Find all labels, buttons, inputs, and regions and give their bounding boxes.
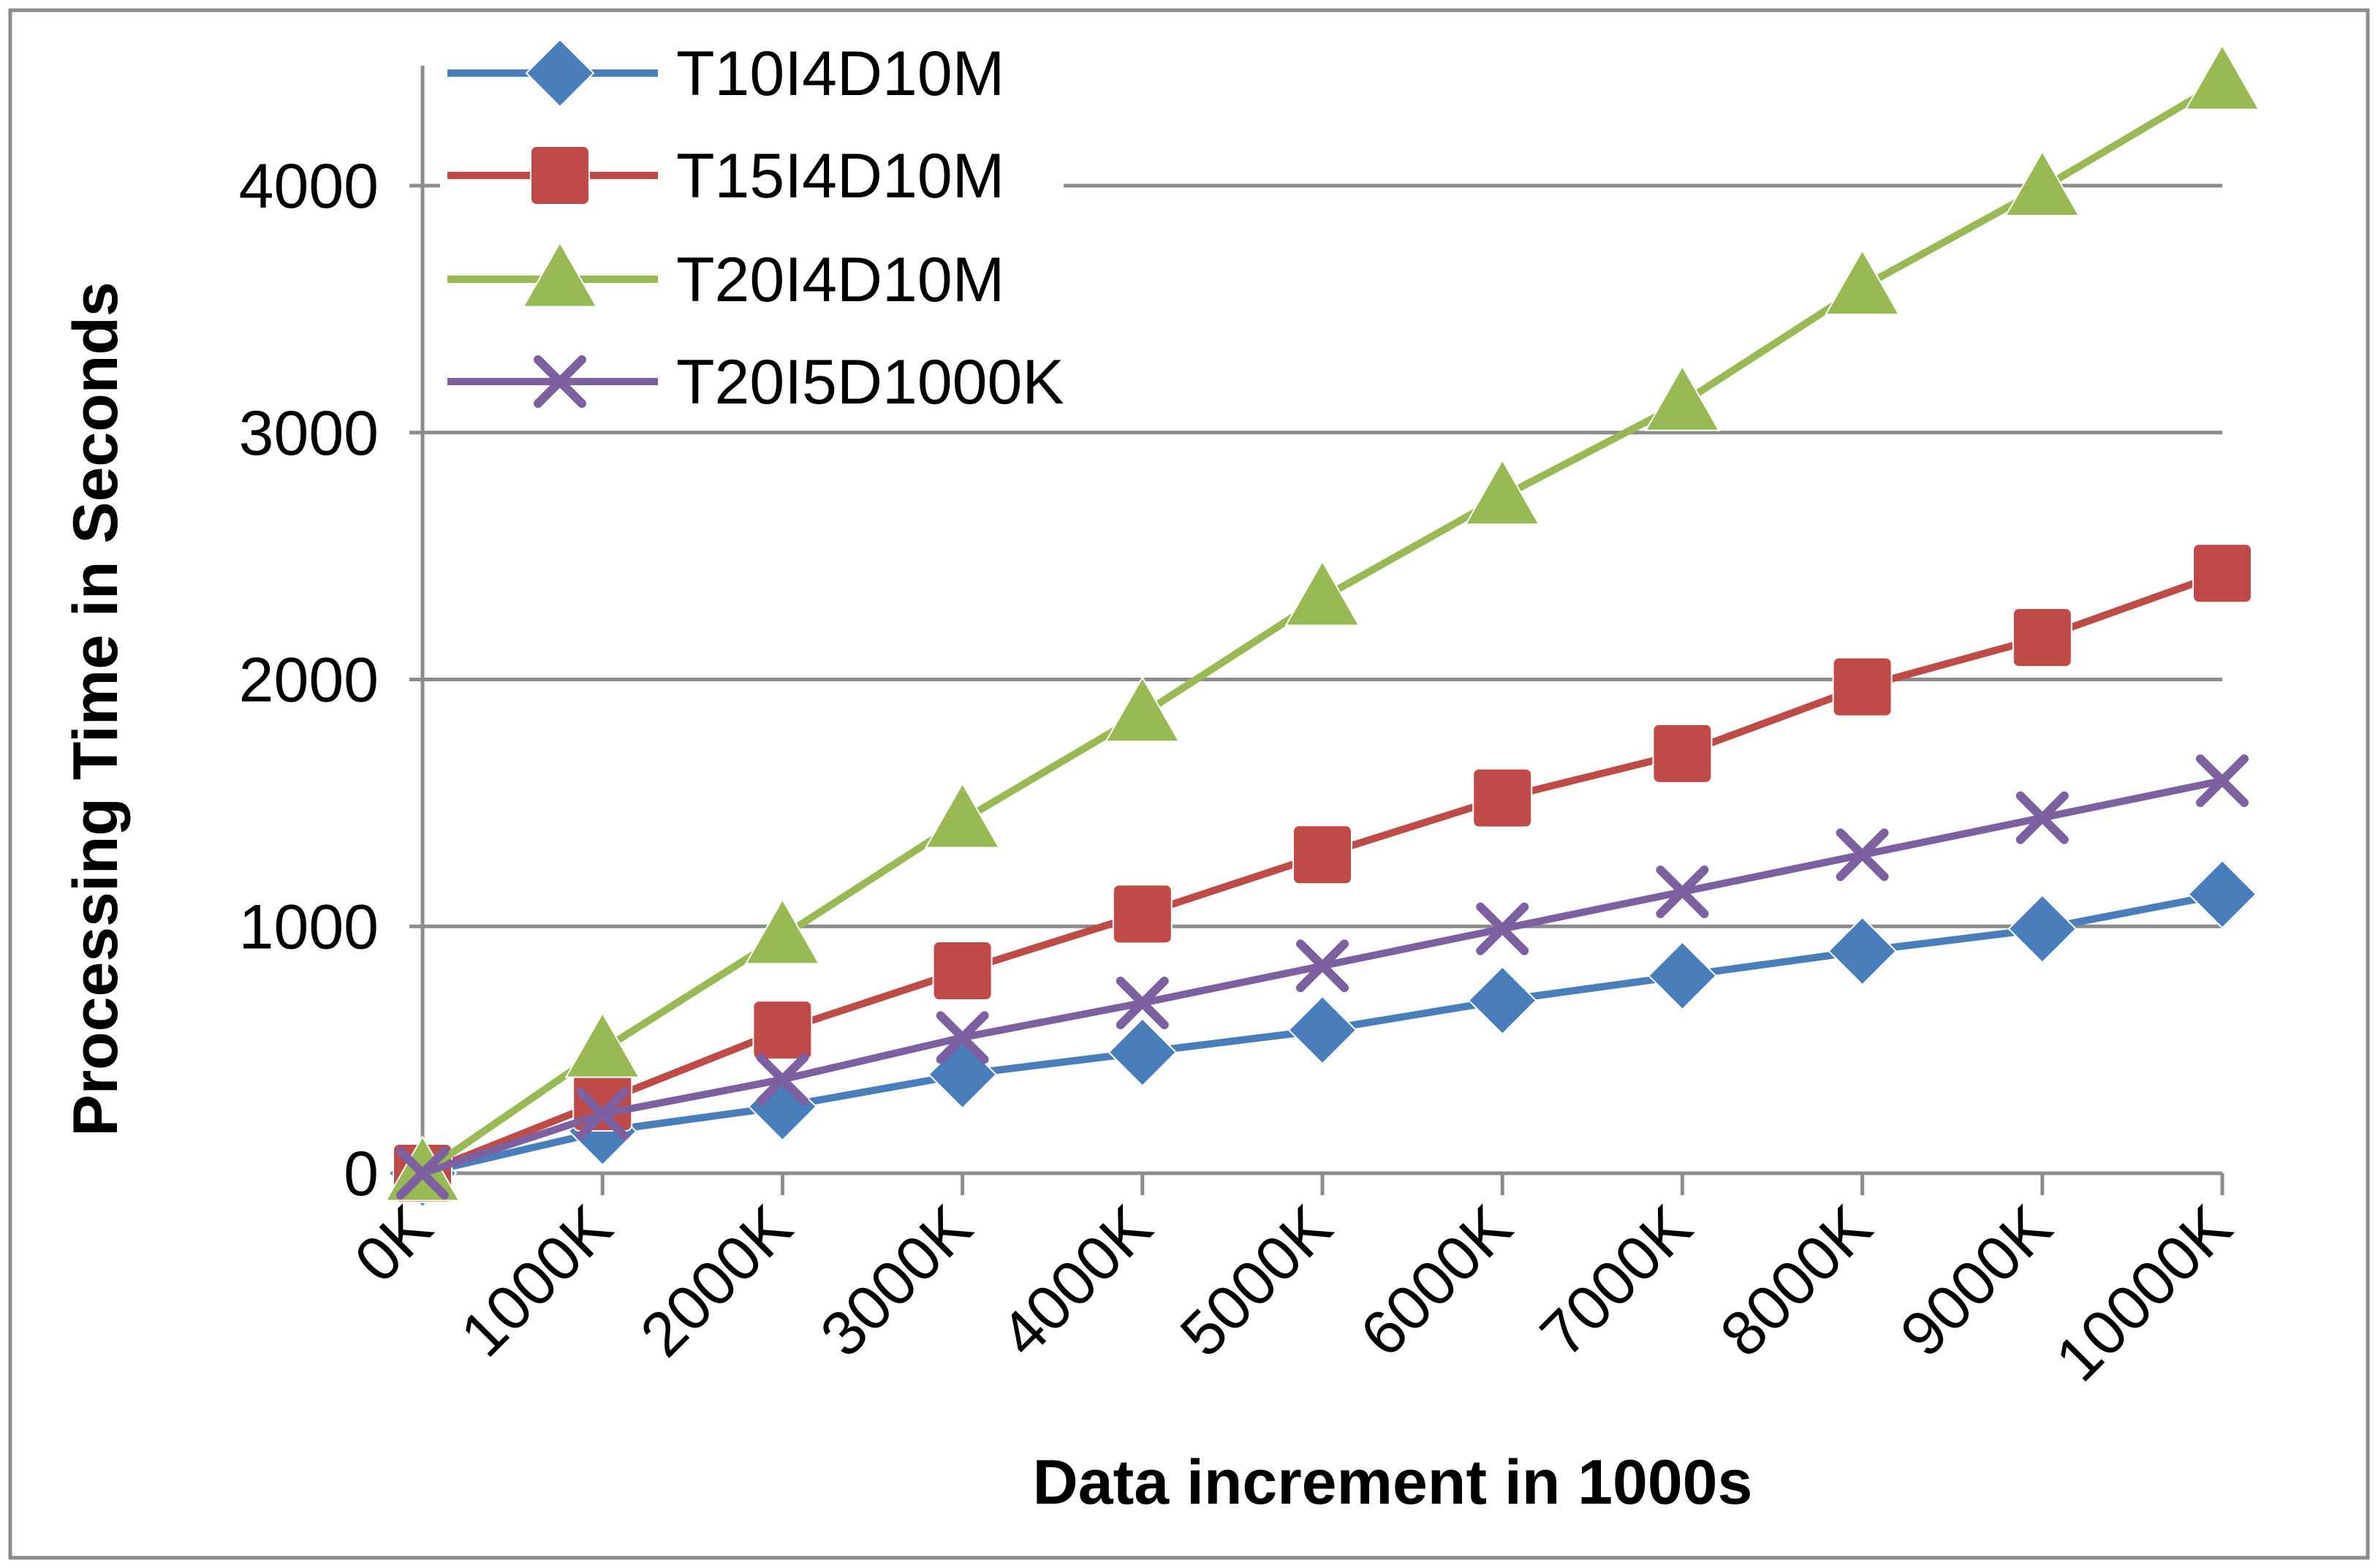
- legend-marker: [525, 38, 595, 108]
- data-point: [1832, 656, 1893, 717]
- series-T15I4D10M: [393, 543, 2252, 1203]
- data-point: [2012, 607, 2072, 668]
- data-point: [1292, 825, 1352, 885]
- data-point: [576, 1087, 629, 1140]
- data-point: [1284, 560, 1360, 626]
- data-point: [1824, 249, 1901, 315]
- data-point: [924, 782, 1001, 849]
- chart-border: [8, 8, 2370, 1560]
- legend-item-T20I5D1000K: T20I5D1000K: [440, 338, 1064, 425]
- y-tick-label: 2000: [239, 645, 379, 716]
- data-point: [1836, 828, 1889, 882]
- data-point: [1656, 865, 1709, 918]
- data-point: [1828, 916, 1898, 986]
- legend-label: T20I5D1000K: [676, 347, 1064, 417]
- legend-item-T10I4D10M: T10I4D10M: [440, 29, 1064, 117]
- data-point: [1467, 966, 1537, 1035]
- data-point: [396, 1147, 449, 1200]
- legend: T10I4D10M T15I4D10M T20I4D10M T20I5D1000K: [440, 29, 1064, 425]
- data-point: [744, 898, 821, 965]
- data-point: [752, 1000, 813, 1061]
- data-point: [936, 1011, 989, 1064]
- data-point: [1112, 884, 1173, 944]
- legend-marker: [522, 240, 598, 308]
- data-point: [2015, 791, 2069, 844]
- data-point: [1476, 902, 1529, 955]
- data-point: [1647, 941, 1717, 1011]
- data-point: [2184, 44, 2260, 110]
- data-point: [1464, 458, 1540, 526]
- data-point: [1107, 1018, 1178, 1087]
- data-point: [2196, 754, 2249, 807]
- y-tick-label: 3000: [239, 398, 379, 469]
- legend-marker: [534, 355, 586, 408]
- data-point: [2007, 894, 2078, 964]
- data-point: [1296, 939, 1349, 993]
- data-point: [2004, 150, 2080, 216]
- y-tick-label: 1000: [239, 892, 379, 962]
- x-axis-title: Data increment in 1000s: [1033, 1447, 1753, 1518]
- legend-label: T20I4D10M: [676, 245, 1004, 315]
- data-point: [2192, 543, 2252, 604]
- data-point: [1472, 768, 1533, 828]
- gridlines: [423, 183, 2222, 928]
- data-point: [1644, 365, 1721, 431]
- legend-label: T15I4D10M: [676, 141, 1004, 211]
- data-point: [1105, 675, 1181, 743]
- legend-label: T10I4D10M: [676, 39, 1004, 109]
- legend-item-T20I4D10M: T20I4D10M: [440, 235, 1064, 323]
- data-point: [756, 1053, 809, 1106]
- data-point: [1652, 723, 1713, 784]
- legend-marker: [530, 145, 590, 205]
- legend-item-T15I4D10M: T15I4D10M: [440, 132, 1064, 219]
- data-point: [564, 1012, 640, 1078]
- data-point: [1287, 995, 1357, 1065]
- data-point: [747, 1072, 817, 1142]
- y-axis-title: Processing Time in Seconds: [61, 281, 131, 1136]
- series-T20I4D10M: [385, 44, 2260, 1202]
- data-point: [932, 941, 993, 1001]
- y-tick-label: 4000: [239, 151, 379, 221]
- data-point: [1116, 976, 1169, 1029]
- series: [385, 44, 2260, 1208]
- series-T20I5D1000K: [396, 754, 2249, 1200]
- y-tick-label: 0: [344, 1139, 379, 1209]
- data-point: [2187, 859, 2257, 929]
